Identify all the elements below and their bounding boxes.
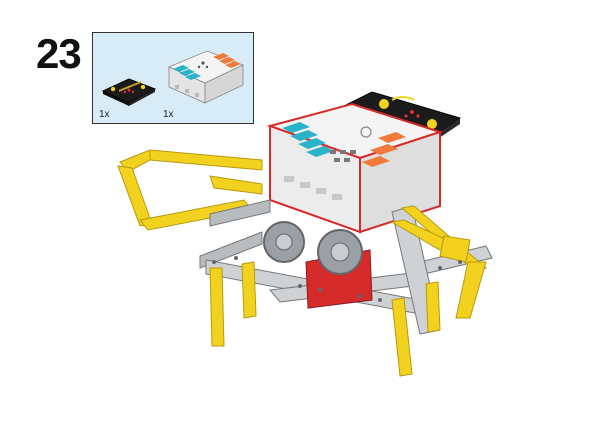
step-number: 23 <box>36 30 82 77</box>
left-arm <box>117 149 263 231</box>
microbit-board-icon <box>101 78 157 106</box>
expansion-case <box>266 102 444 234</box>
frame-bolts <box>212 256 462 302</box>
part-1-quantity: 1x <box>99 109 110 120</box>
right-legs <box>391 261 487 377</box>
left-legs <box>209 261 257 347</box>
right-gear <box>317 229 363 275</box>
part-2-quantity: 1x <box>163 109 174 120</box>
microbit-on-robot <box>338 91 462 144</box>
expansion-board-icon <box>167 50 245 104</box>
right-arm <box>390 205 487 273</box>
left-gear <box>263 221 305 263</box>
parts-callout: 1x 1x <box>92 32 254 124</box>
